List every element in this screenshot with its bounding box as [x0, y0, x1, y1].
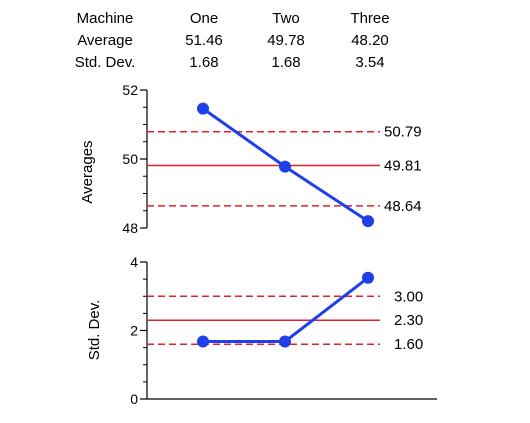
col-std-dev-one: 1.68 — [189, 54, 218, 71]
sd-panel: 0 2 4 Std. Dev. 3.00 2.30 1.60 — [86, 254, 437, 407]
avg-ref-label: 48.64 — [384, 198, 422, 215]
col-machine-three: Three — [350, 10, 389, 27]
col-average-three: 48.20 — [351, 32, 389, 49]
sd-point-one — [197, 335, 209, 348]
avg-ref-label: 49.81 — [384, 158, 422, 175]
sd-y-axis-title: Std. Dev. — [86, 300, 103, 361]
sd-ref-label: 2.30 — [394, 312, 423, 329]
avg-point-two — [279, 160, 291, 173]
avg-point-three — [362, 215, 374, 228]
sd-ref-label: 3.00 — [394, 288, 423, 305]
sd-y-tick-label: 0 — [130, 391, 138, 407]
sd-y-tick-label: 2 — [130, 323, 138, 339]
plots: 48 50 52 Averages 50.79 49.81 48.64 0 2 4 Std. Dev… — [79, 82, 437, 407]
row-header-machine: Machine — [77, 10, 134, 27]
sd-point-two — [279, 335, 291, 348]
row-header-average: Average — [77, 32, 133, 49]
avg-y-tick-label: 48 — [122, 220, 138, 236]
col-average-one: 51.46 — [185, 32, 223, 49]
avg-point-one — [197, 102, 209, 115]
sd-y-tick-label: 4 — [130, 254, 138, 270]
col-std-dev-three: 3.54 — [355, 54, 384, 71]
avg-y-axis-title: Averages — [79, 140, 96, 203]
avg-y-tick-label: 52 — [122, 82, 138, 98]
sd-ref-label: 1.60 — [394, 336, 423, 353]
avg-panel: 48 50 52 Averages 50.79 49.81 48.64 — [79, 82, 422, 236]
col-machine-one: One — [190, 10, 218, 27]
row-header-std-dev: Std. Dev. — [75, 54, 136, 71]
sd-point-three — [362, 271, 374, 284]
col-std-dev-two: 1.68 — [271, 54, 300, 71]
col-average-two: 49.78 — [267, 32, 305, 49]
summary-table: Machine Average Std. Dev. One 51.46 1.68… — [75, 10, 390, 71]
avg-y-tick-label: 50 — [122, 151, 138, 167]
avg-ref-label: 50.79 — [384, 124, 422, 141]
col-machine-two: Two — [272, 10, 300, 27]
sd-series-line — [203, 276, 369, 343]
